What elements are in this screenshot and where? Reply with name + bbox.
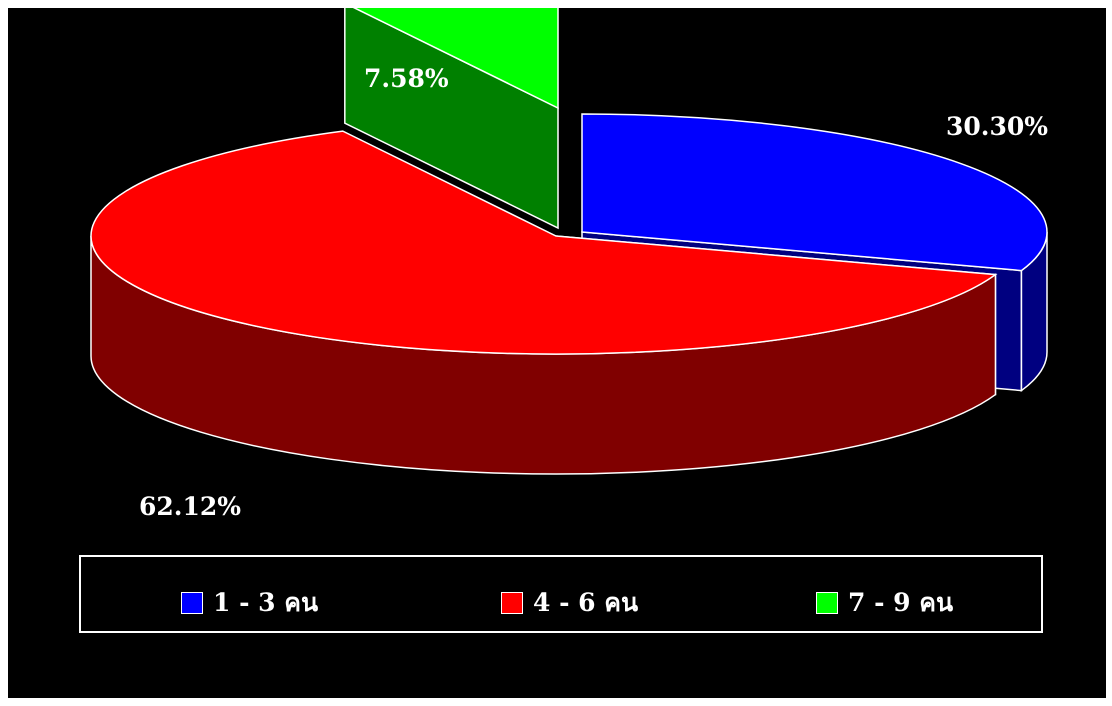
legend-item-1-3: 1 - 3 คน (181, 583, 318, 623)
legend-label-4-6: 4 - 6 คน (533, 588, 639, 617)
data-label-1-3: 30.30% (946, 112, 1049, 141)
slice-1-3-top (581, 113, 1048, 272)
data-label-4-6: 62.12% (139, 492, 242, 521)
legend-swatch-1-3 (181, 592, 203, 614)
legend-label-1-3: 1 - 3 คน (213, 588, 319, 617)
legend-label-7-9: 7 - 9 คน (848, 588, 954, 617)
pie-chart (90, 8, 1048, 475)
chart-area: 30.30% 62.12% 7.58% 1 - 3 คน 4 - 6 คน 7 … (8, 8, 1106, 698)
legend-swatch-4-6 (501, 592, 523, 614)
slice-4-6-top (90, 130, 998, 355)
legend-item-4-6: 4 - 6 คน (501, 583, 638, 623)
slice-7-9-top (353, 8, 559, 110)
legend-item-7-9: 7 - 9 คน (816, 583, 953, 623)
legend-swatch-7-9 (816, 592, 838, 614)
legend: 1 - 3 คน 4 - 6 คน 7 - 9 คน (79, 555, 1043, 633)
data-label-7-9: 7.58% (364, 64, 449, 93)
